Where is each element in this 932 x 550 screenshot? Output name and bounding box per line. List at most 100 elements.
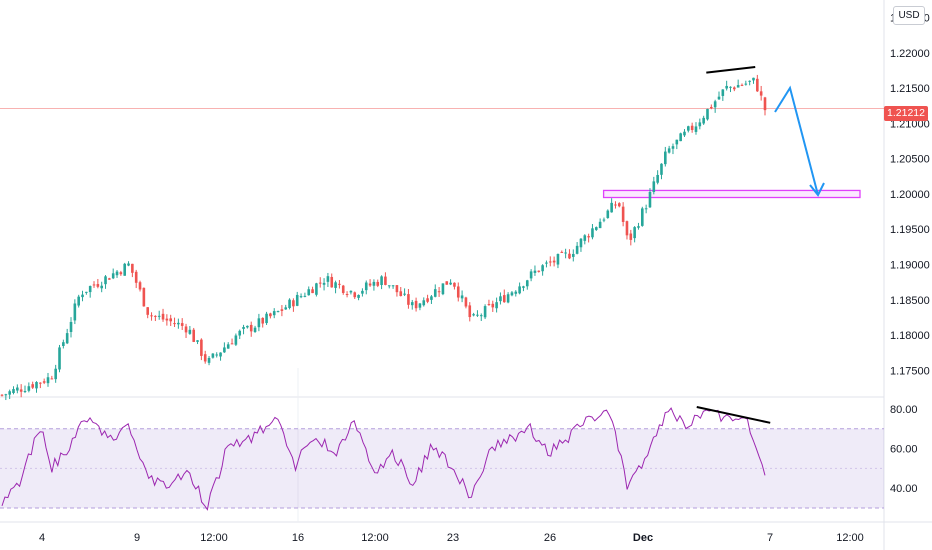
candle-body xyxy=(679,133,682,142)
candle-body xyxy=(131,263,134,273)
candle-body xyxy=(238,330,242,336)
candle-body xyxy=(445,281,449,285)
candle-body xyxy=(157,315,161,317)
candle-body xyxy=(357,294,360,298)
candle-body xyxy=(207,357,211,363)
candle-body xyxy=(756,78,759,92)
candle-body xyxy=(46,377,50,384)
candle-body xyxy=(618,203,621,207)
candle-body xyxy=(629,233,633,240)
candle-body xyxy=(525,280,529,287)
candle-body xyxy=(188,329,192,334)
candle-body xyxy=(648,192,652,208)
candle-body xyxy=(571,253,575,257)
candle-body xyxy=(12,389,15,394)
rsi-tick-label: 40.00 xyxy=(890,483,918,495)
candle-body xyxy=(311,289,314,294)
candle-body xyxy=(552,260,556,263)
candle-body xyxy=(698,122,702,127)
rsi-divergence-trendline xyxy=(696,405,771,424)
candle-body xyxy=(391,285,395,287)
candle-body xyxy=(594,227,598,230)
time-tick-label: Dec xyxy=(633,532,653,544)
candle-body xyxy=(472,314,475,316)
candle-body xyxy=(633,227,636,239)
candle-body xyxy=(729,86,732,88)
candle-body xyxy=(100,285,103,289)
candle-body xyxy=(518,286,521,294)
rsi-tick-label: 80.00 xyxy=(890,404,918,416)
candle-body xyxy=(104,276,107,285)
price-tick-label: 1.19000 xyxy=(890,260,930,272)
candle-body xyxy=(280,309,284,311)
candle-body xyxy=(598,221,602,229)
candle-body xyxy=(667,148,671,153)
candle-body xyxy=(641,208,644,226)
candle-body xyxy=(353,292,357,298)
candle-body xyxy=(39,382,42,384)
candle-body xyxy=(31,384,34,388)
candle-body xyxy=(752,77,755,81)
candle-body xyxy=(748,80,751,82)
candle-body xyxy=(111,273,115,279)
time-tick-label: 12:00 xyxy=(836,532,864,544)
candle-body xyxy=(660,163,663,175)
candle-body xyxy=(514,291,518,294)
candle-body xyxy=(338,283,341,285)
time-tick-label: 4 xyxy=(39,532,45,544)
candle-body xyxy=(395,285,399,293)
candle-body xyxy=(683,131,686,136)
candle-body xyxy=(384,276,387,285)
currency-badge[interactable]: USD xyxy=(893,6,925,25)
candle-body xyxy=(58,347,61,370)
candle-body xyxy=(292,300,295,307)
candle-body xyxy=(510,292,514,296)
candle-body xyxy=(4,394,8,396)
candle-body xyxy=(62,342,65,346)
candle-body xyxy=(433,289,437,297)
candle-body xyxy=(487,304,491,306)
candle-body xyxy=(502,295,506,303)
price-tick-label: 1.17500 xyxy=(890,365,930,377)
candle-body xyxy=(330,276,334,288)
candle-body xyxy=(8,391,11,395)
candle-body xyxy=(341,285,345,293)
price-tick-label: 1.18500 xyxy=(890,295,930,307)
candle-body xyxy=(242,327,245,329)
time-tick-label: 12:00 xyxy=(361,532,389,544)
candle-body xyxy=(334,282,337,288)
candle-body xyxy=(81,294,84,298)
candle-body xyxy=(545,262,548,264)
time-tick-label: 7 xyxy=(767,532,773,544)
candle-body xyxy=(644,208,648,210)
candle-body xyxy=(495,302,498,309)
candle-body xyxy=(265,313,268,324)
candle-body xyxy=(740,84,744,86)
time-tick-label: 12:00 xyxy=(200,532,228,544)
candle-body xyxy=(249,324,253,332)
candle-body xyxy=(272,311,276,316)
price-tick-label: 1.21000 xyxy=(890,118,930,130)
price-tick-label: 1.21500 xyxy=(890,83,930,95)
candle-body xyxy=(548,261,552,263)
candle-body xyxy=(763,97,767,111)
candle-body xyxy=(537,270,541,272)
candle-body xyxy=(42,381,46,383)
candle-body xyxy=(575,245,579,254)
candle-body xyxy=(479,315,483,317)
candle-body xyxy=(322,282,326,285)
candle-body xyxy=(177,322,180,325)
candle-body xyxy=(326,276,330,282)
candle-body xyxy=(173,323,176,325)
candle-body xyxy=(50,378,54,380)
candle-body xyxy=(736,85,740,88)
price-highs-trendline xyxy=(706,66,756,74)
candle-body xyxy=(307,289,311,296)
candle-body xyxy=(407,294,410,305)
candle-body xyxy=(196,340,199,342)
candle-body xyxy=(625,221,629,236)
candle-body xyxy=(759,91,763,96)
candle-body xyxy=(687,126,690,131)
